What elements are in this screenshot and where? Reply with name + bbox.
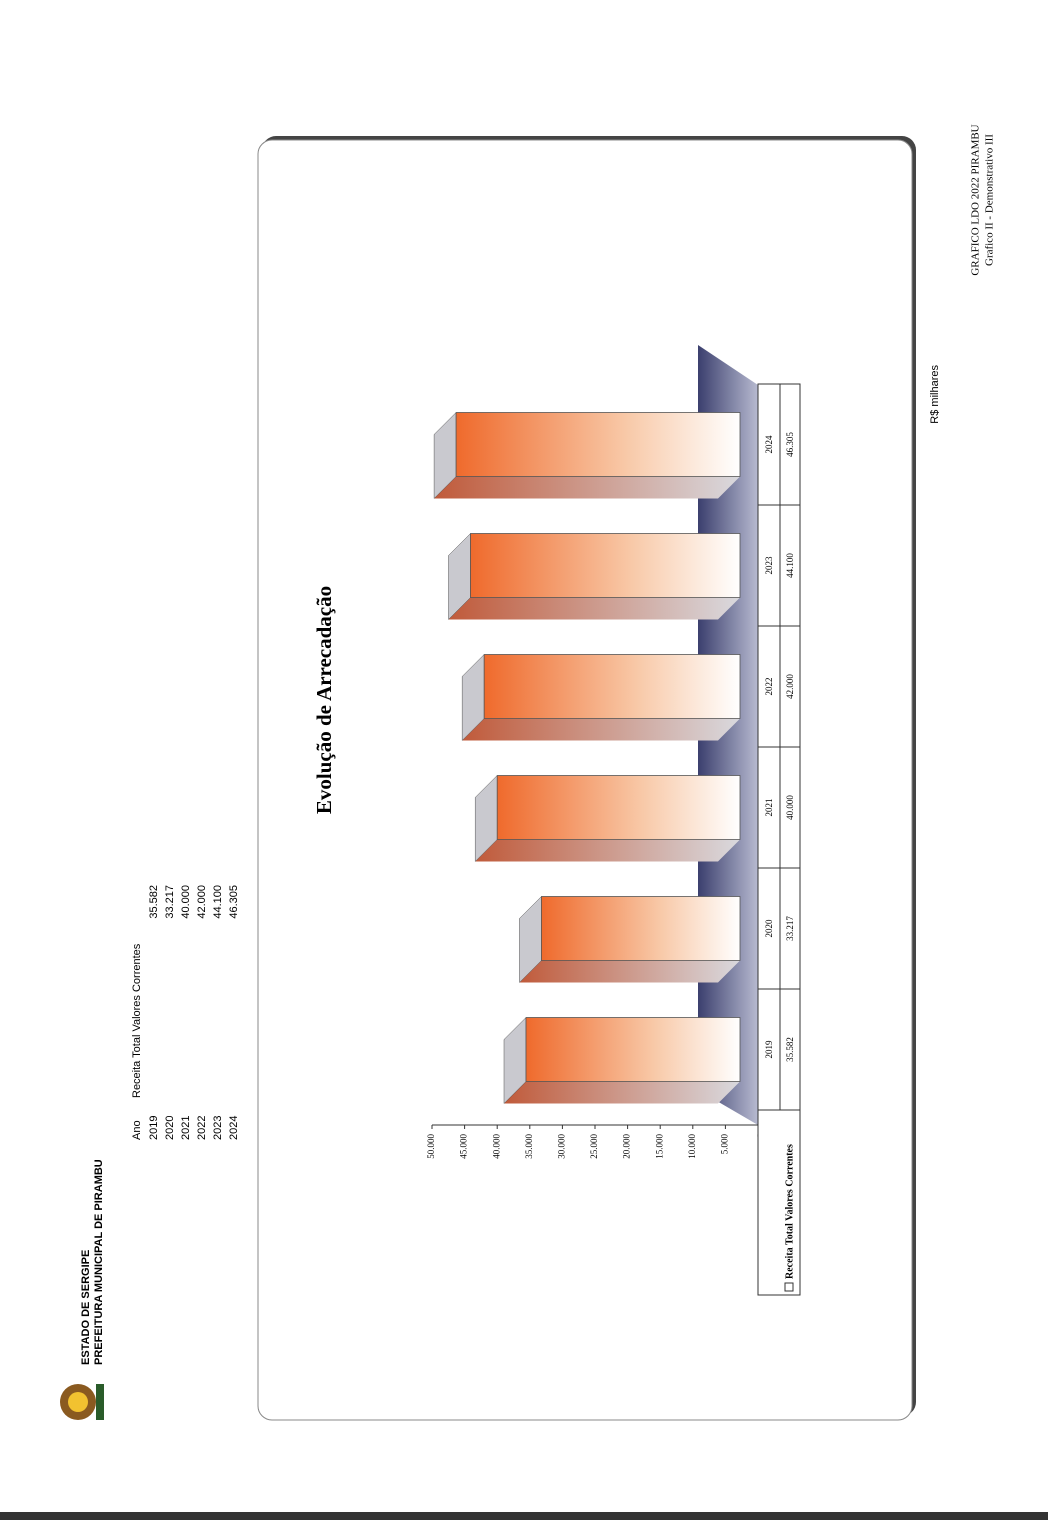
bar: [541, 896, 741, 961]
scan-edge: [0, 1512, 1048, 1520]
table-year: 2024: [228, 1116, 240, 1140]
table-year: 2021: [180, 1116, 192, 1140]
bar-side: [462, 718, 740, 741]
y-tick-label: 5.000: [719, 1134, 729, 1155]
legend-swatch: [784, 1282, 794, 1292]
y-tick-label: 50.000: [426, 1134, 436, 1159]
y-tick-label: 10.000: [687, 1134, 697, 1159]
x-tick-label: 2023: [764, 556, 774, 575]
data-label: 42.000: [785, 674, 795, 699]
data-label: 33.217: [785, 916, 795, 941]
unit: R$ milhares: [929, 365, 941, 424]
y-tick-label: 20.000: [622, 1134, 632, 1159]
y-tick-label: -: [752, 1134, 762, 1137]
bar: [483, 654, 741, 719]
data-label: 46.305: [785, 432, 795, 457]
bar: [455, 412, 741, 477]
y-tick-label: 30.000: [556, 1134, 566, 1159]
table-value: 35.582: [148, 885, 160, 919]
data-label: 40.000: [785, 795, 795, 820]
x-tick-label: 2024: [764, 435, 774, 454]
table-value: 46.305: [228, 885, 240, 919]
y-tick-label: 40.000: [491, 1134, 501, 1159]
bar: [470, 533, 741, 598]
logo: [60, 1384, 104, 1420]
bar-side: [448, 597, 740, 620]
footer-line: GRAFICO LDO 2022 PIRAMBU: [970, 124, 982, 275]
table-year: 2019: [148, 1116, 160, 1140]
bar-side: [434, 476, 740, 499]
y-tick-label: 25.000: [589, 1134, 599, 1159]
x-tick-label: 2021: [764, 799, 774, 817]
table-value: 40.000: [180, 885, 192, 919]
table-year: 2020: [164, 1116, 176, 1140]
y-tick-label: 45.000: [459, 1134, 469, 1159]
rotated-content: ESTADO DE SERGIPE PREFEITURA MUNICIPAL D…: [60, 124, 996, 1421]
y-tick-label: 35.000: [524, 1134, 534, 1159]
y-tick-label: 15.000: [654, 1134, 664, 1159]
table-year: 2023: [212, 1116, 224, 1140]
bar-side: [504, 1081, 740, 1104]
chart-title: Evolução de Arrecadação: [312, 586, 336, 814]
table-value: 44.100: [212, 885, 224, 919]
x-tick-label: 2019: [764, 1040, 774, 1059]
footer-line: Grafico II - Demonstrativo III: [984, 134, 996, 266]
data-label: 35.582: [785, 1037, 795, 1062]
table-value: 33.217: [164, 885, 176, 919]
x-tick-label: 2020: [764, 919, 774, 938]
header-city: PREFEITURA MUNICIPAL DE PIRAMBU: [93, 1159, 105, 1365]
bar-side: [475, 839, 740, 862]
bar: [496, 775, 741, 840]
x-tick-label: 2022: [764, 678, 774, 696]
data-label: 44.100: [785, 553, 795, 578]
table-value-header: Receita Total Valores Correntes: [131, 943, 143, 1098]
table-year: 2022: [196, 1116, 208, 1140]
table-year-header: Ano: [131, 1120, 143, 1140]
bar-side: [519, 960, 740, 983]
table-value: 42.000: [196, 885, 208, 919]
header-state: ESTADO DE SERGIPE: [80, 1250, 92, 1365]
bar: [525, 1017, 741, 1082]
legend-label: Receita Total Valores Correntes: [784, 1144, 795, 1279]
